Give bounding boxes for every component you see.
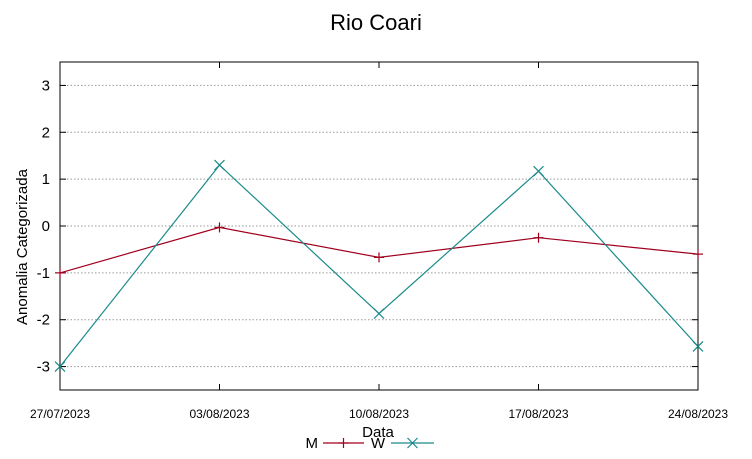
x-tick-label: 17/08/2023 bbox=[508, 407, 568, 421]
marker-stroke bbox=[692, 340, 704, 352]
series-line-w bbox=[59, 164, 699, 367]
x-tick-label: 10/08/2023 bbox=[349, 407, 409, 421]
x-axis-label: Data bbox=[362, 424, 394, 441]
data-point-w bbox=[54, 361, 66, 372]
series-line-m bbox=[59, 226, 699, 274]
data-point-m bbox=[533, 232, 544, 243]
chart-title: Rio Coari bbox=[330, 10, 422, 35]
grid-lines bbox=[59, 62, 699, 390]
x-tick-label: 24/08/2023 bbox=[668, 407, 728, 421]
y-tick-label: 0 bbox=[42, 218, 50, 235]
x-tick-label: 27/07/2023 bbox=[30, 407, 90, 421]
y-tick-labels: -3 -2 -1 0 1 2 3 bbox=[37, 77, 50, 375]
marker-stroke bbox=[54, 361, 66, 372]
data-point-m bbox=[374, 252, 384, 263]
y-tick-label: 1 bbox=[42, 171, 50, 188]
data-point-w bbox=[533, 165, 544, 177]
plot-frame bbox=[59, 61, 699, 391]
data-point-w bbox=[373, 308, 385, 320]
y-tick-label: -1 bbox=[37, 265, 50, 282]
y-tick-label: 3 bbox=[42, 77, 50, 94]
y-axis-label: Anomalia Categorizada bbox=[14, 168, 31, 325]
data-point-m bbox=[55, 267, 65, 278]
x-tick-label: 03/08/2023 bbox=[189, 407, 249, 421]
legend-marker-w bbox=[407, 437, 418, 449]
data-point-m bbox=[693, 249, 703, 260]
y-tick-label: -2 bbox=[37, 312, 50, 329]
marker-stroke bbox=[373, 308, 385, 320]
marker-stroke bbox=[533, 165, 544, 177]
marker-stroke bbox=[214, 159, 225, 171]
data-point-m bbox=[214, 222, 225, 233]
legend-marker-m bbox=[338, 438, 349, 448]
data-point-w bbox=[692, 340, 704, 352]
y-tick-label: -3 bbox=[37, 359, 50, 376]
data-point-w bbox=[214, 159, 225, 171]
marker-stroke bbox=[407, 437, 418, 449]
x-tick-labels: 27/07/2023 03/08/2023 10/08/2023 17/08/2023… bbox=[30, 407, 728, 421]
series-group bbox=[54, 159, 704, 372]
y-tick-label: 2 bbox=[42, 124, 50, 141]
legend-label-m: M bbox=[306, 435, 319, 452]
legend-label-w: W bbox=[371, 435, 386, 452]
